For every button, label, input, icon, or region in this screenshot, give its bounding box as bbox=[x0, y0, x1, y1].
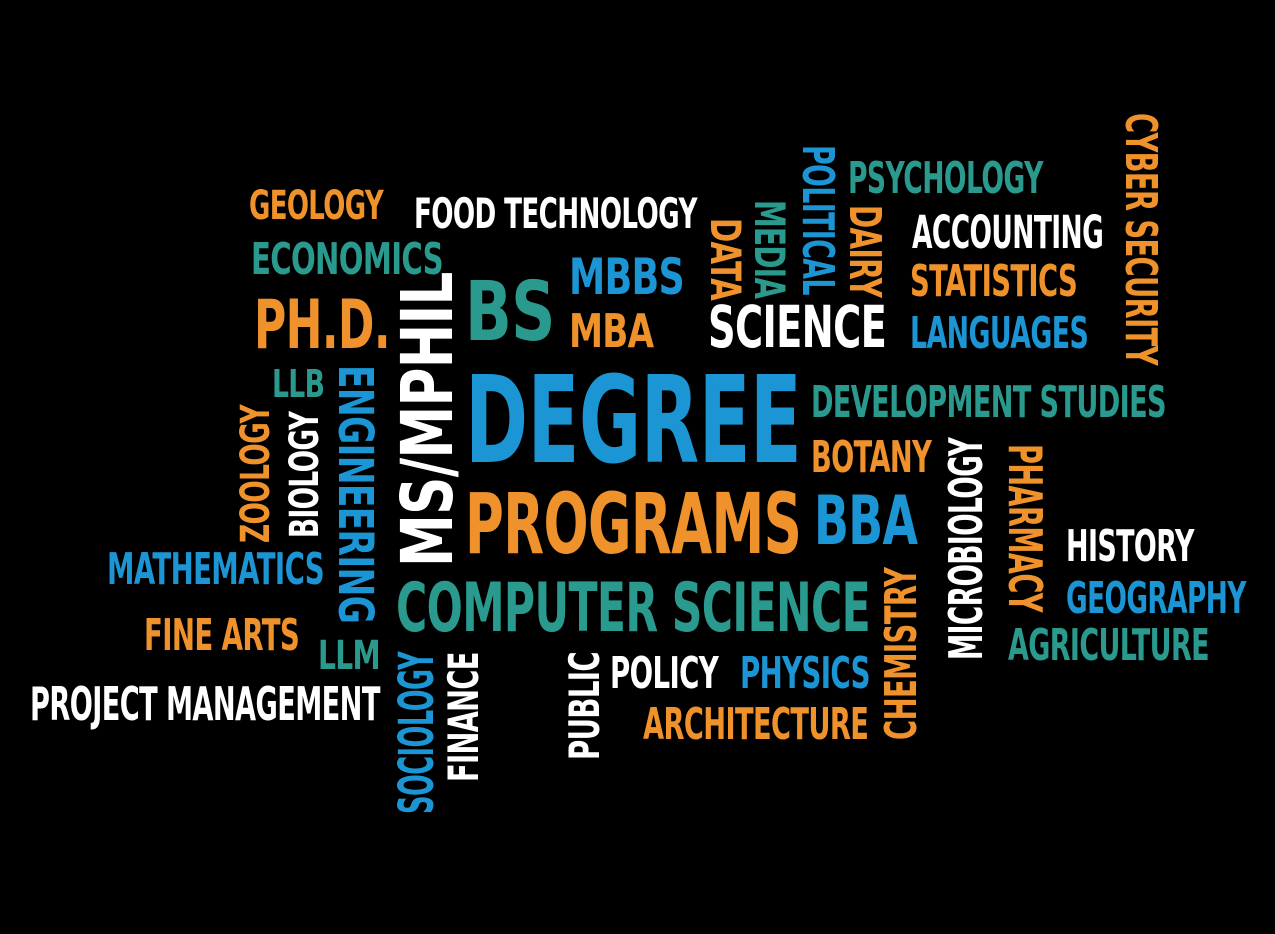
word-botany: BOTANY bbox=[811, 432, 932, 483]
word-physics: PHYSICS bbox=[740, 648, 870, 699]
word-data: DATA bbox=[701, 218, 750, 301]
word-geology: GEOLOGY bbox=[249, 183, 384, 229]
word-programs: PROGRAMS bbox=[465, 475, 802, 573]
word-history: HISTORY bbox=[1066, 521, 1194, 572]
word-policy: POLICY bbox=[610, 648, 719, 699]
word-zoology: ZOOLOGY bbox=[233, 405, 279, 543]
word-project-management: PROJECT MANAGEMENT bbox=[30, 677, 380, 731]
word-political: POLITICAL bbox=[792, 145, 843, 295]
word-dairy: DAIRY bbox=[839, 205, 890, 298]
word-computer-science: COMPUTER SCIENCE bbox=[396, 569, 871, 648]
word-languages: LANGUAGES bbox=[910, 308, 1089, 359]
word-mba: MBA bbox=[569, 304, 654, 358]
word-degree: DEGREE bbox=[465, 352, 802, 491]
word-phd: PH.D. bbox=[254, 286, 391, 365]
word-agriculture: AGRICULTURE bbox=[1008, 620, 1210, 671]
word-llb: LLB bbox=[272, 362, 325, 406]
word-engineering: ENGINEERING bbox=[327, 365, 383, 624]
word-ms-mphil: MS/MPHIL bbox=[386, 272, 469, 567]
word-development-studies: DEVELOPMENT STUDIES bbox=[811, 377, 1167, 428]
word-food-technology: FOOD TECHNOLOGY bbox=[414, 189, 697, 238]
word-statistics: STATISTICS bbox=[910, 256, 1078, 307]
word-fine-arts: FINE ARTS bbox=[144, 610, 300, 661]
word-media: MEDIA bbox=[745, 200, 794, 299]
word-sociology: SOCIOLOGY bbox=[389, 651, 445, 814]
word-biology: BIOLOGY bbox=[282, 411, 328, 538]
word-llm: LLM bbox=[318, 633, 381, 679]
word-architecture: ARCHITECTURE bbox=[643, 699, 869, 750]
word-science: SCIENCE bbox=[708, 293, 887, 361]
word-psychology: PSYCHOLOGY bbox=[848, 153, 1043, 204]
word-finance: FINANCE bbox=[439, 652, 488, 782]
word-accounting: ACCOUNTING bbox=[912, 206, 1104, 259]
word-geography: GEOGRAPHY bbox=[1066, 573, 1246, 624]
word-pharmacy: PHARMACY bbox=[998, 444, 1052, 612]
word-mathematics: MATHEMATICS bbox=[107, 544, 325, 595]
word-bs: BS bbox=[465, 265, 555, 360]
word-cyber-security: CYBER SECURITY bbox=[1115, 113, 1166, 365]
word-public: PUBLIC bbox=[560, 651, 609, 760]
word-economics: ECONOMICS bbox=[251, 234, 444, 285]
word-bba: BBA bbox=[814, 482, 918, 561]
word-microbiology: MICROBIOLOGY bbox=[939, 437, 993, 660]
word-mbbs: MBBS bbox=[569, 248, 685, 306]
word-chemistry: CHEMISTRY bbox=[876, 567, 927, 740]
